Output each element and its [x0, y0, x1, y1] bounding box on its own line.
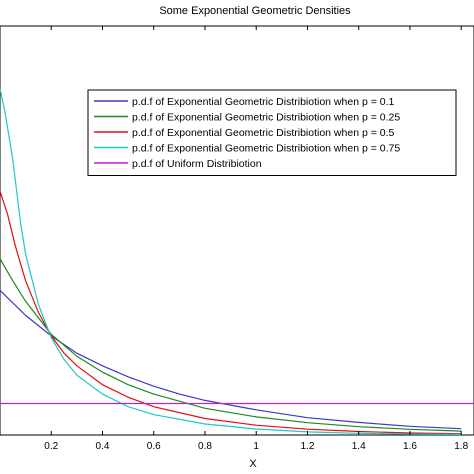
x-axis: 0.2 0.4 0.6 0.8 1 1.2 1.4 1.6 1.8 [44, 26, 469, 452]
series-line-3 [0, 191, 462, 435]
x-tick-label: 0.4 [96, 441, 110, 452]
chart-title: Some Exponential Geometric Densities [159, 5, 351, 17]
legend-box [87, 89, 457, 176]
legend-entry: p.d.f of Exponential Geometric Distribio… [132, 127, 395, 139]
x-tick-label: 1.4 [352, 441, 366, 452]
x-tick-label: 1.2 [301, 441, 315, 452]
x-tick-label: 1 [253, 441, 259, 452]
x-tick-label: 0.2 [44, 441, 58, 452]
legend-entry: p.d.f of Exponential Geometric Distribio… [132, 96, 395, 108]
legend-entry: p.d.f of Uniform Distribiotion [132, 158, 262, 170]
series-line-2 [0, 258, 462, 432]
legend-entry: p.d.f of Exponential Geometric Distribio… [132, 112, 400, 124]
x-tick-label: 1.6 [403, 441, 417, 452]
x-tick-label: 0.6 [147, 441, 161, 452]
x-tick-label: 1.8 [454, 441, 468, 452]
series-layer [0, 88, 474, 435]
plot-area [0, 25, 474, 436]
legend-entry: p.d.f of Exponential Geometric Distribio… [132, 143, 400, 155]
series-line-1 [0, 289, 462, 430]
x-tick-label: 0.8 [198, 441, 212, 452]
series-line-4 [0, 88, 462, 435]
legend: p.d.f of Exponential Geometric Distribio… [87, 89, 457, 176]
x-axis-label: X [249, 458, 257, 470]
